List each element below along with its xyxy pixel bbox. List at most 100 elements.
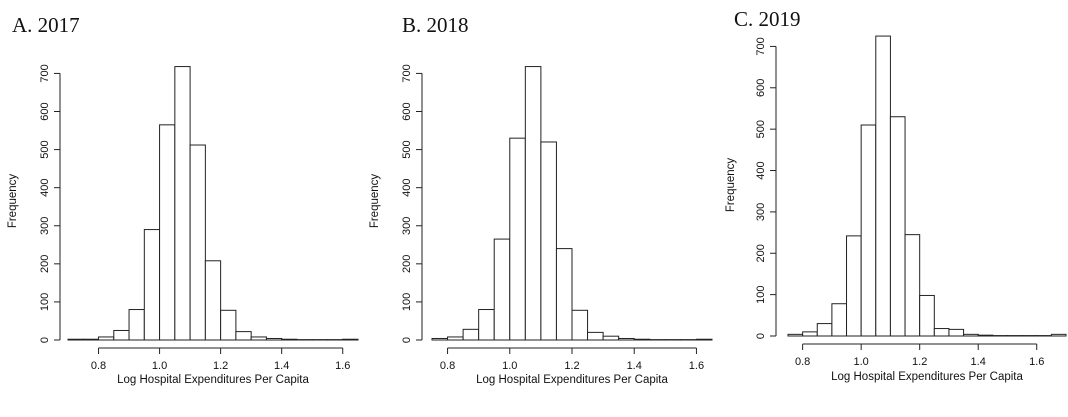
histogram-bar-2018-6 (524, 66, 542, 341)
histogram-bar-2017-8 (189, 144, 206, 341)
x-tick-label-2018-0: 0.8 (440, 360, 455, 372)
histogram-bar-2018-1 (447, 336, 464, 341)
panel-title-2018: B. 2018 (402, 13, 469, 37)
x-axis-title-2019: Log Hospital Expenditures Per Capita (831, 371, 1023, 383)
histogram-bar-2018-8 (555, 248, 573, 341)
panel-2019-marks: 0 100 200 300 400 500 600 700 0.8 1.0 1.2 1.4 1.6 Log… (725, 35, 1067, 383)
y-axis-title-2017: Frequency (7, 174, 19, 229)
panel-title-2017: A. 2017 (12, 13, 80, 37)
y-tick-label-2017-6: 600 (39, 102, 51, 120)
y-tick-label-2018-5: 500 (401, 140, 413, 158)
x-tick-label-2017-2: 1.2 (213, 360, 228, 372)
histogram-bar-2019-4 (846, 235, 862, 337)
histogram-bar-2017-0 (67, 338, 84, 341)
histogram-bar-2018-10 (587, 331, 604, 341)
panel-2018: B. 2018 0 100 200 300 400 500 600 700 0.8 1.0 1.2 1… (369, 13, 713, 386)
histogram-bar-2018-5 (509, 137, 526, 341)
histogram-bar-2019-9 (919, 294, 935, 337)
histogram-bar-2017-14 (281, 338, 298, 341)
panel-title-2019: C. 2019 (734, 7, 801, 31)
x-tick-label-2018-3: 1.4 (627, 360, 642, 372)
histogram-bar-2018-9 (571, 309, 589, 341)
histogram-bar-2019-8 (904, 234, 921, 337)
histogram-bar-2017-2 (98, 336, 115, 341)
x-axis-title-2017: Log Hospital Expenditures Per Capita (117, 374, 309, 386)
y-tick-label-2019-4: 400 (755, 161, 767, 179)
y-tick-label-2018-1: 100 (401, 293, 413, 311)
x-tick-label-2019-0: 0.8 (795, 356, 810, 368)
y-tick-label-2019-3: 300 (755, 203, 767, 221)
y-tick-label-2019-1: 100 (755, 285, 767, 303)
histogram-bar-2019-7 (889, 116, 906, 337)
histogram-bar-2019-18 (1050, 333, 1067, 337)
y-tick-label-2019-6: 600 (755, 79, 767, 97)
y-tick-label-2018-0: 0 (401, 337, 413, 343)
histogram-bar-2017-5 (143, 229, 161, 341)
histogram-bar-2017-4 (128, 309, 145, 341)
histogram-bar-2017-13 (265, 337, 283, 341)
x-tick-label-2018-1: 1.0 (502, 360, 517, 372)
x-tick-label-2017-0: 0.8 (91, 360, 106, 372)
histogram-bar-2017-3 (113, 329, 130, 341)
histogram-bar-2018-11 (602, 335, 620, 341)
y-tick-label-2019-5: 500 (755, 120, 767, 138)
y-tick-label-2018-2: 200 (401, 255, 413, 273)
histogram-bar-2017-9 (204, 260, 222, 341)
histogram-bar-2019-5 (860, 124, 877, 337)
x-tick-label-2018-2: 1.2 (564, 360, 579, 372)
histogram-bar-2019-10 (933, 328, 950, 337)
histogram-bar-2018-17 (695, 338, 713, 341)
histogram-bar-2017-12 (250, 336, 267, 341)
x-tick-label-2019-3: 1.4 (971, 356, 986, 368)
y-tick-label-2017-4: 400 (39, 178, 51, 196)
x-tick-label-2018-4: 1.6 (689, 360, 704, 372)
histogram-bar-2019-2 (816, 323, 833, 337)
y-tick-label-2018-6: 600 (401, 102, 413, 120)
histogram-bar-2019-13 (977, 334, 994, 337)
y-tick-label-2017-5: 500 (39, 140, 51, 158)
y-tick-label-2018-7: 700 (401, 64, 413, 82)
histogram-bar-2019-6 (875, 35, 891, 337)
panel-2017: A. 2017 0 100 200 300 400 500 600 700 0.8 1.0 1.2 1… (7, 13, 359, 386)
histogram-bar-2018-7 (540, 141, 557, 341)
y-tick-label-2019-7: 700 (755, 37, 767, 55)
histogram-bar-2017-11 (235, 331, 252, 341)
histogram-bar-2018-2 (462, 328, 480, 341)
histogram-bar-2017-6 (159, 124, 176, 341)
panel-2018-marks: 0 100 200 300 400 500 600 700 0.8 1.0 1.2 1.4 1.6 Log… (369, 64, 713, 386)
panel-2017-marks: 0 100 200 300 400 500 600 700 0.8 1.0 1.2 1.4 1.6 Log… (7, 64, 359, 386)
y-axis-title-2019: Frequency (725, 158, 737, 213)
histogram-bar-2019-11 (948, 328, 965, 337)
y-tick-label-2017-1: 100 (39, 293, 51, 311)
histogram-bar-2018-13 (633, 338, 651, 341)
y-tick-label-2019-0: 0 (755, 333, 767, 339)
histogram-bar-2019-0 (787, 333, 804, 337)
y-tick-label-2018-3: 300 (401, 217, 413, 235)
panel-2019: C. 2019 0 100 200 300 400 500 600 700 0.8 1.0 1.2 1… (725, 7, 1067, 383)
y-tick-label-2017-3: 300 (39, 217, 51, 235)
histogram-bar-2018-0 (431, 337, 449, 341)
histogram-bar-2017-18 (342, 338, 359, 341)
histogram-bar-2019-3 (831, 303, 848, 337)
x-tick-label-2017-3: 1.4 (274, 360, 289, 372)
x-tick-label-2019-2: 1.2 (912, 356, 927, 368)
x-tick-label-2019-4: 1.6 (1029, 356, 1044, 368)
histogram-bar-2018-4 (493, 238, 511, 341)
histogram-bar-2017-10 (220, 309, 237, 341)
histogram-bar-2019-12 (963, 333, 979, 337)
y-tick-label-2018-4: 400 (401, 178, 413, 196)
histogram-bar-2018-12 (618, 337, 635, 341)
histogram-bar-2018-3 (478, 309, 495, 341)
x-tick-label-2019-1: 1.0 (854, 356, 869, 368)
y-tick-label-2017-2: 200 (39, 255, 51, 273)
x-tick-label-2017-1: 1.0 (152, 360, 167, 372)
histogram-bar-2017-7 (174, 66, 191, 341)
histogram-bar-2017-1 (82, 338, 100, 341)
y-axis-title-2018: Frequency (369, 174, 381, 229)
x-tick-label-2017-4: 1.6 (335, 360, 350, 372)
y-tick-label-2019-2: 200 (755, 244, 767, 262)
histogram-bar-2019-1 (802, 331, 818, 337)
y-tick-label-2017-7: 700 (39, 64, 51, 82)
y-tick-label-2017-0: 0 (39, 337, 51, 343)
